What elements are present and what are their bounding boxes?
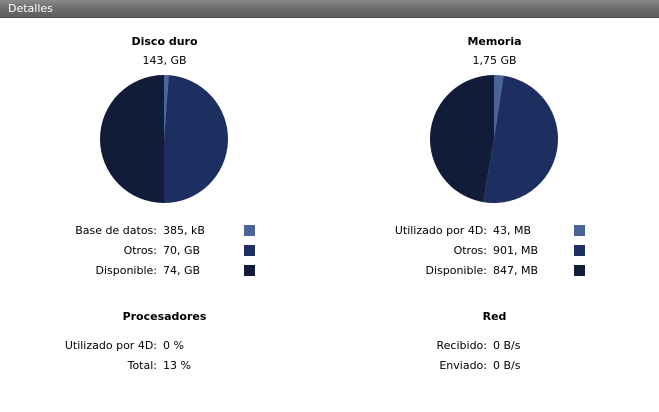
disk-legend-available: Disponible: 74, GB (0, 264, 329, 284)
disk-legend-other: Otros: 70, GB (0, 244, 329, 264)
disk-legend-database: Base de datos: 385, kB (0, 224, 329, 244)
disk-pie-slice-0 (164, 75, 169, 139)
disk-legend-other-value: 70, GB (163, 244, 201, 257)
memory-title: Memoria (467, 35, 522, 48)
processors-used-by-4d-row: Utilizado por 4D: 0 % (0, 339, 329, 359)
disk-pie-slice-1 (164, 75, 229, 203)
processors-total-row: Total: 13 % (0, 359, 329, 379)
memory-legend-used-by-4d-swatch (574, 225, 585, 236)
memory-legend-other-swatch (574, 245, 585, 256)
network-received-value: 0 B/s (493, 339, 521, 352)
disk-legend-database-value: 385, kB (163, 224, 205, 237)
disk-legend-available-value: 74, GB (163, 264, 201, 277)
disk-legend-other-swatch (244, 245, 255, 256)
disk-title: Disco duro (131, 35, 198, 48)
memory-legend-used-by-4d-label: Utilizado por 4D: (394, 224, 487, 237)
memory-pie-chart (429, 75, 558, 203)
disk-pie-slice-2 (100, 75, 164, 203)
processors-total-value: 13 % (163, 359, 191, 372)
memory-legend-other-label: Otros: (453, 244, 487, 257)
details-header: Detalles (0, 0, 659, 18)
network-received-label: Recibido: (436, 339, 487, 352)
network-sent-row: Enviado: 0 B/s (330, 359, 659, 379)
memory-total: 1,75 GB (472, 54, 517, 67)
network-panel: Red Recibido: 0 B/s Enviado: 0 B/s (330, 300, 659, 400)
memory-panel: Memoria 1,75 GB Utilizado por 4D: 43, MB… (330, 0, 659, 300)
disk-pie-chart (100, 75, 229, 203)
disk-legend-available-label: Disponible: (95, 264, 157, 277)
memory-legend-available-value: 847, MB (493, 264, 539, 277)
network-received-row: Recibido: 0 B/s (330, 339, 659, 359)
disk-legend-database-swatch (244, 225, 255, 236)
disk-panel: Disco duro 143, GB Base de datos: 385, k… (0, 0, 329, 300)
network-sent-value: 0 B/s (493, 359, 521, 372)
memory-legend-available-label: Disponible: (425, 264, 487, 277)
memory-legend-other-value: 901, MB (493, 244, 539, 257)
memory-pie-slice-0 (494, 75, 504, 139)
memory-legend-used-by-4d-value: 43, MB (493, 224, 532, 237)
disk-total: 143, GB (142, 54, 187, 67)
memory-pie-slice-2 (429, 75, 494, 203)
processors-total-label: Total: (127, 359, 157, 372)
processors-used-by-4d-label: Utilizado por 4D: (64, 339, 157, 352)
memory-legend-used-by-4d: Utilizado por 4D: 43, MB (330, 224, 659, 244)
memory-legend-available-swatch (574, 265, 585, 276)
disk-legend-database-label: Base de datos: (75, 224, 157, 237)
processors-title: Procesadores (122, 310, 207, 323)
memory-legend-available: Disponible: 847, MB (330, 264, 659, 284)
disk-legend-available-swatch (244, 265, 255, 276)
details-title: Detalles (8, 2, 53, 15)
network-sent-label: Enviado: (439, 359, 487, 372)
network-title: Red (482, 310, 507, 323)
memory-legend-other: Otros: 901, MB (330, 244, 659, 264)
processors-panel: Procesadores Utilizado por 4D: 0 % Total… (0, 300, 329, 400)
processors-used-by-4d-value: 0 % (163, 339, 184, 352)
disk-legend-other-label: Otros: (123, 244, 157, 257)
memory-pie-slice-1 (483, 75, 558, 203)
